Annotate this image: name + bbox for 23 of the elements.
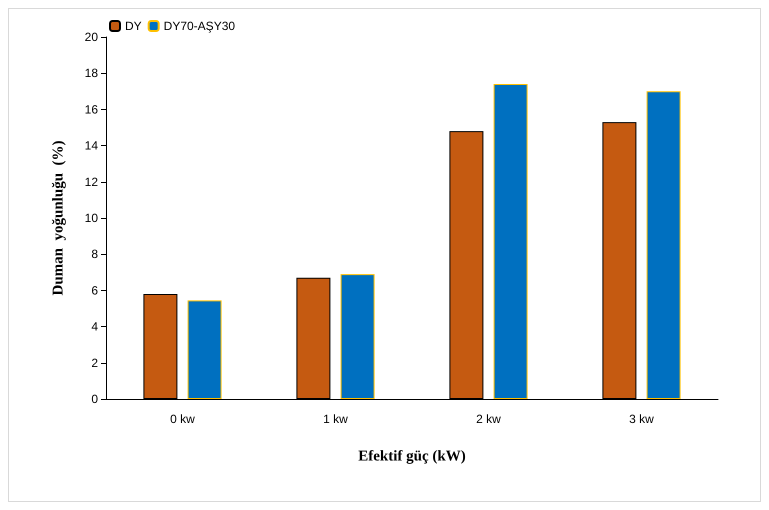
y-tick-label: 20 (84, 30, 98, 44)
legend-label: DY (125, 19, 142, 33)
bar (646, 91, 681, 399)
x-tick-label: 1 kw (323, 412, 348, 426)
x-tick-label: 3 kw (629, 412, 654, 426)
x-tick-label: 2 kw (476, 412, 502, 426)
x-tick-label: 0 kw (170, 412, 196, 426)
bar (188, 300, 222, 399)
y-tick-label: 10 (84, 211, 98, 225)
y-axis-title: Duman yoğunluğu (%) (50, 140, 66, 296)
legend-label: DY70-AŞY30 (164, 19, 236, 33)
x-axis-title: Efektif güç (kW) (358, 448, 466, 464)
bar (494, 84, 528, 399)
bar (340, 274, 375, 399)
y-tick-label: 18 (84, 66, 98, 80)
y-tick-label: 0 (91, 392, 98, 406)
y-tick-label: 16 (84, 102, 98, 116)
y-tick-label: 14 (84, 138, 98, 153)
y-tick-label: 4 (91, 320, 98, 334)
y-tick-label: 2 (91, 356, 98, 370)
y-tick-label: 12 (84, 174, 98, 189)
y-tick-label: 6 (91, 283, 98, 298)
y-tick-label: 8 (91, 247, 98, 262)
